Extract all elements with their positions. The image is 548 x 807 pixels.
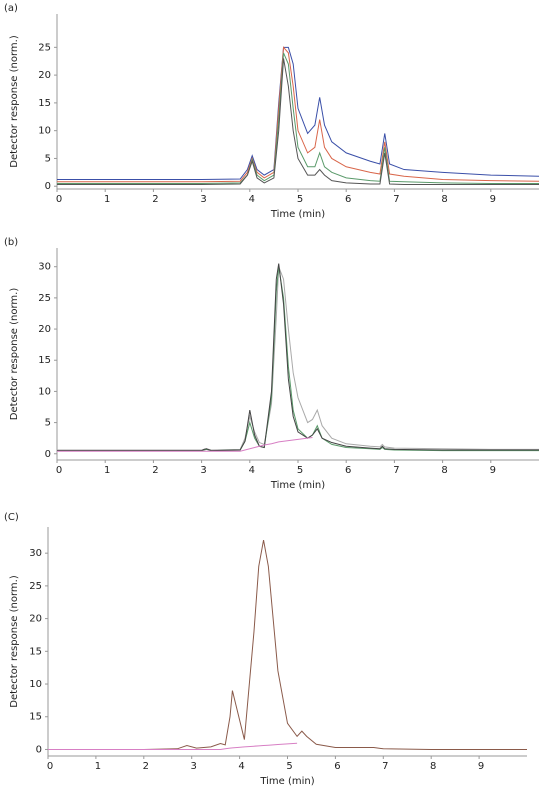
chromatogram-line <box>57 46 540 183</box>
x-tick-label: 1 <box>104 465 110 476</box>
x-tick-label: 8 <box>441 465 447 476</box>
y-tick-label: 0 <box>45 449 51 460</box>
y-tick-label: 0 <box>36 744 42 755</box>
chromatogram-line <box>57 58 539 186</box>
panel-title: (a) <box>4 3 18 14</box>
x-tick-label: 9 <box>490 194 496 205</box>
y-tick-label: 25 <box>29 581 42 592</box>
x-tick-label: 0 <box>56 465 62 476</box>
y-tick-label: 5 <box>45 153 51 164</box>
chromatogram-line <box>57 46 540 181</box>
x-tick-label: 5 <box>297 465 303 476</box>
y-tick-label: 10 <box>38 386 51 397</box>
x-tick-label: 4 <box>238 761 244 772</box>
y-axis-label: Detector response (norm.) <box>9 35 20 168</box>
y-tick-label: 0 <box>45 181 51 192</box>
x-tick-label: 1 <box>104 194 110 205</box>
y-tick-label: 20 <box>29 614 42 625</box>
x-tick-label: 0 <box>47 761 53 772</box>
y-tick-label: 25 <box>38 293 51 304</box>
x-tick-label: 6 <box>345 194 351 205</box>
x-tick-label: 4 <box>249 465 255 476</box>
chromatogram-line <box>57 266 539 451</box>
y-axis-label: Detector response (norm.) <box>9 288 20 421</box>
y-tick-label: 15 <box>29 712 42 723</box>
x-tick-label: 1 <box>95 761 101 772</box>
x-tick-label: 7 <box>382 761 388 772</box>
x-tick-label: 5 <box>297 194 303 205</box>
x-axis-label: Time (min) <box>270 480 325 491</box>
x-tick-label: 6 <box>334 761 340 772</box>
y-tick-label: 15 <box>29 646 42 657</box>
x-tick-label: 7 <box>393 194 399 205</box>
x-tick-label: 2 <box>143 761 149 772</box>
chromatogram-line <box>57 52 539 184</box>
x-tick-label: 7 <box>393 465 399 476</box>
x-tick-label: 0 <box>56 194 62 205</box>
y-axis-label: Detector response (norm.) <box>9 575 20 708</box>
x-tick-label: 2 <box>152 465 158 476</box>
x-tick-label: 5 <box>286 761 292 772</box>
x-tick-label: 4 <box>249 194 255 205</box>
x-tick-label: 6 <box>345 465 351 476</box>
y-tick-label: 30 <box>29 548 42 559</box>
chromatogram-line <box>57 266 539 452</box>
y-tick-label: 5 <box>45 418 51 429</box>
x-tick-label: 2 <box>152 194 158 205</box>
y-tick-label: 10 <box>29 679 42 690</box>
chromatogram-line <box>57 263 539 452</box>
y-tick-label: 15 <box>38 98 51 109</box>
x-tick-label: 3 <box>191 761 197 772</box>
x-tick-label: 9 <box>490 465 496 476</box>
x-tick-label: 3 <box>200 465 206 476</box>
panel-title: (b) <box>4 237 18 248</box>
y-tick-label: 20 <box>38 70 51 81</box>
x-tick-label: 8 <box>430 761 436 772</box>
y-tick-label: 30 <box>38 262 51 273</box>
panel-title: (C) <box>4 512 19 523</box>
x-axis-label: Time (min) <box>270 209 325 220</box>
y-tick-label: 10 <box>38 126 51 137</box>
y-tick-label: 25 <box>38 42 51 53</box>
y-tick-label: 20 <box>38 324 51 335</box>
y-tick-label: 15 <box>38 355 51 366</box>
x-tick-label: 9 <box>478 761 484 772</box>
chromatogram-line <box>48 742 298 750</box>
x-axis-label: Time (min) <box>259 776 314 787</box>
x-tick-label: 3 <box>200 194 206 205</box>
chromatogram-line <box>57 437 313 452</box>
x-tick-label: 8 <box>441 194 447 205</box>
chromatogram-line <box>48 539 527 750</box>
